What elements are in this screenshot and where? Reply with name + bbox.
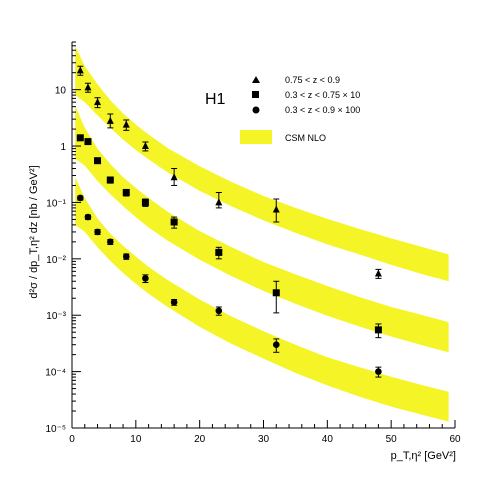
point-circle: [375, 368, 382, 375]
experiment-label: H1: [205, 91, 226, 108]
point-square: [141, 198, 149, 206]
axes: [71, 42, 455, 429]
point-triangle: [94, 98, 102, 106]
point-circle: [272, 341, 280, 349]
point-square: [122, 189, 130, 197]
point-triangle: [215, 198, 223, 206]
point-triangle: [272, 205, 280, 213]
point-triangle: [84, 83, 92, 91]
y-tick-label: 10: [55, 86, 67, 97]
legend-entry-1: 0.75 < z < 0.9: [285, 75, 340, 85]
x-axis-title: p_T,η² [GeV²]: [391, 450, 456, 462]
x-tick-label: 20: [194, 434, 206, 445]
y-tick-label: 10⁻¹: [46, 198, 66, 209]
point-circle: [142, 275, 149, 282]
point-triangle: [76, 66, 84, 74]
point-circle: [76, 194, 84, 202]
x-tick-label: 10: [130, 434, 142, 445]
point-square: [94, 157, 102, 165]
y-axis-title: d²σ / dp_T,η² dz [nb / GeV²]: [28, 165, 40, 298]
x-tick-label: 0: [69, 434, 75, 445]
y-tick-label: 10⁻³: [46, 311, 66, 322]
point-circle: [215, 307, 223, 315]
point-square: [374, 326, 382, 334]
data-points: [76, 65, 382, 378]
y-tick-label: 10⁻⁵: [45, 424, 66, 435]
point-circle: [170, 298, 178, 306]
y-tick-label: 1: [60, 142, 66, 153]
theory-band-1: [75, 45, 449, 282]
y-tick-label: 10⁻⁴: [45, 368, 66, 379]
point-square: [84, 138, 92, 146]
point-triangle: [374, 269, 382, 277]
ticks: 0 10 20 30 40 50 60 10 1 10⁻¹ 10⁻² 10⁻³ 10⁻⁴ 10⁻⁵: [45, 41, 461, 445]
point-circle: [94, 228, 101, 236]
legend-entry-2: 0.3 < z < 0.75 × 10: [285, 90, 360, 100]
theory-bands: [75, 45, 449, 422]
x-tick-label: 60: [449, 434, 461, 445]
point-triangle: [122, 120, 130, 128]
point-triangle: [106, 116, 114, 124]
legend-entry-band: CSM NLO: [285, 133, 326, 143]
legend-circle-marker: [252, 106, 260, 114]
point-square: [170, 218, 178, 226]
legend-square-marker: [252, 91, 259, 98]
legend-entry-3: 0.3 < z < 0.9 × 100: [285, 105, 360, 115]
legend-band-swatch: [240, 130, 272, 144]
point-square: [272, 289, 280, 297]
point-square: [76, 134, 84, 142]
point-circle: [84, 213, 92, 221]
x-tick-label: 30: [258, 434, 270, 445]
legend: 0.75 < z < 0.9 0.3 < z < 0.75 × 10 0.3 <…: [240, 75, 360, 144]
x-tick-label: 50: [386, 434, 398, 445]
point-triangle: [141, 142, 149, 150]
theory-band-2: [75, 105, 449, 353]
point-triangle: [170, 173, 178, 181]
legend-triangle-marker: [252, 76, 260, 83]
theory-band-3: [75, 177, 449, 422]
point-square: [215, 248, 223, 256]
point-circle: [107, 238, 114, 246]
point-square: [106, 176, 114, 184]
point-circle: [122, 253, 130, 260]
y-tick-label: 10⁻²: [46, 255, 66, 266]
x-tick-label: 40: [322, 434, 334, 445]
